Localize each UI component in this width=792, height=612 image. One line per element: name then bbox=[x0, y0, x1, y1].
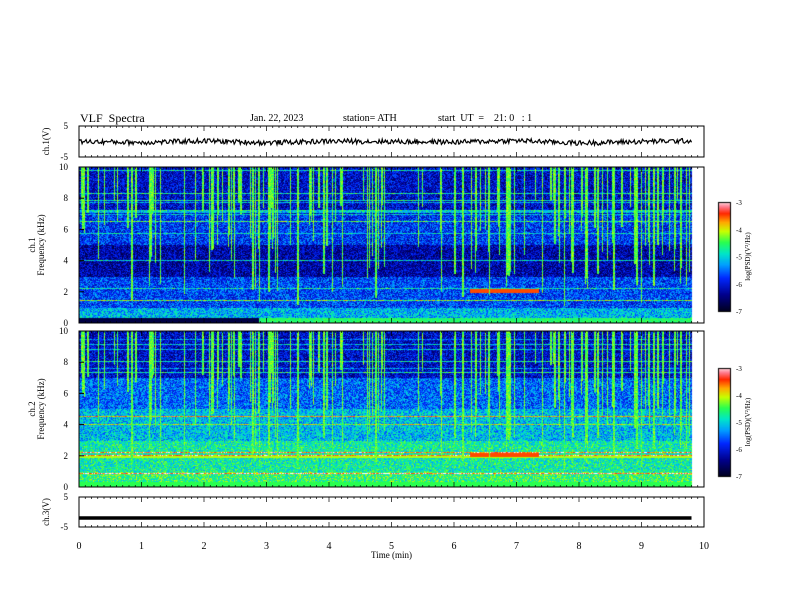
y-tick-label: 0 bbox=[64, 482, 69, 492]
x-tick-label: 1 bbox=[139, 541, 144, 552]
colorbar-tick-label: -7 bbox=[736, 473, 742, 481]
y-tick-label: 6 bbox=[64, 224, 69, 234]
colorbar-label: log(PSD)(V²/Hz) bbox=[744, 397, 752, 446]
y-tick-label: 6 bbox=[64, 388, 69, 398]
y-tick-label: 10 bbox=[59, 162, 69, 172]
x-tick-label: 10 bbox=[699, 541, 709, 552]
panel-frame-3 bbox=[78, 330, 705, 488]
y-tick-label: 8 bbox=[64, 357, 69, 367]
ch1-voltage-trace bbox=[78, 136, 693, 148]
y-axis-label-2-0: ch.2 bbox=[27, 401, 37, 416]
start-ut-label: start UT = 21: 0 : 1 bbox=[438, 113, 533, 124]
colorbar-tick-label: -4 bbox=[736, 392, 742, 400]
date-label: Jan. 22, 2023 bbox=[250, 113, 304, 124]
y-tick-label: 4 bbox=[64, 256, 69, 266]
x-tick-label: 7 bbox=[514, 541, 519, 552]
x-tick-label: 8 bbox=[577, 541, 582, 552]
x-tick-label: 4 bbox=[327, 541, 332, 552]
colorbar-tick-label: -5 bbox=[736, 254, 742, 262]
y-axis-label: ch.1(V) bbox=[41, 128, 51, 156]
colorbar-tick-label: -3 bbox=[736, 365, 742, 373]
y-tick-label: 2 bbox=[64, 451, 69, 461]
colorbar-tick-label: -3 bbox=[736, 199, 742, 207]
y-tick-label: 2 bbox=[64, 287, 69, 297]
x-tick-label: 6 bbox=[452, 541, 457, 552]
y-tick-label: 5 bbox=[64, 121, 69, 131]
figure-title: VLF Spectra bbox=[80, 111, 145, 125]
y-tick-label: 8 bbox=[64, 193, 69, 203]
x-tick-label: 0 bbox=[77, 541, 82, 552]
y-tick-label: 0 bbox=[64, 318, 69, 328]
x-tick-label: 2 bbox=[202, 541, 207, 552]
panel-frame-2 bbox=[78, 166, 705, 324]
y-tick-label: 4 bbox=[64, 420, 69, 430]
x-axis-label: Time (min) bbox=[371, 550, 412, 560]
x-tick-label: 5 bbox=[389, 541, 394, 552]
y-tick-label: 10 bbox=[59, 326, 69, 336]
y-axis-label-1-1: Frequency (kHz) bbox=[36, 214, 46, 275]
colorbar-tick-label: -6 bbox=[736, 446, 742, 454]
y-axis-label-1-0: ch.1 bbox=[27, 237, 37, 252]
y-tick-label: 5 bbox=[64, 492, 69, 502]
y-axis-label-2-1: Frequency (kHz) bbox=[36, 378, 46, 439]
y-tick-label: -5 bbox=[61, 522, 69, 532]
y-axis-label: ch.3(V) bbox=[41, 498, 51, 526]
station-label: station= ATH bbox=[343, 113, 397, 124]
colorbar-tick-label: -5 bbox=[736, 419, 742, 427]
colorbar-tick-label: -6 bbox=[736, 281, 742, 289]
colorbar-tick-label: -4 bbox=[736, 226, 742, 234]
y-tick-label: -5 bbox=[61, 152, 69, 162]
x-tick-label: 3 bbox=[264, 541, 269, 552]
x-tick-label: 9 bbox=[639, 541, 644, 552]
colorbar-label: log(PSD)(V²/Hz) bbox=[744, 232, 752, 281]
colorbar-tick-label: -7 bbox=[736, 308, 742, 316]
